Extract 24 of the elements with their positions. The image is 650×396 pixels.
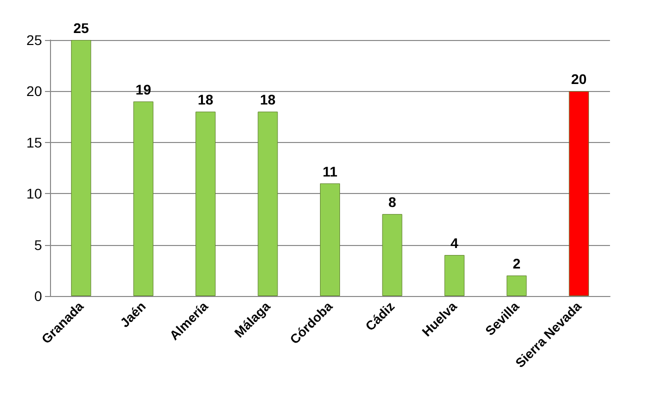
data-label: 18	[198, 92, 214, 108]
data-label: 25	[73, 20, 90, 36]
data-label: 2	[512, 256, 521, 272]
bar	[568, 91, 589, 296]
data-label: 8	[388, 194, 396, 210]
data-label: 11	[322, 163, 338, 180]
y-tick-label: 10	[26, 186, 42, 202]
bar	[444, 255, 464, 296]
bar	[133, 101, 154, 296]
data-label: 4	[450, 235, 459, 252]
data-label: 19	[136, 81, 152, 98]
bar	[71, 40, 92, 296]
bar	[258, 112, 278, 296]
y-tick-label: 20	[26, 83, 42, 100]
data-label: 20	[571, 71, 587, 88]
bar	[382, 214, 402, 296]
bar	[506, 276, 527, 296]
y-tick-label: 0	[34, 288, 42, 304]
data-label: 18	[260, 92, 276, 108]
y-tick-label: 25	[26, 32, 42, 48]
bar	[196, 112, 216, 296]
y-tick-label: 5	[34, 236, 42, 253]
y-tick-label: 15	[26, 134, 42, 150]
bar	[320, 183, 340, 296]
